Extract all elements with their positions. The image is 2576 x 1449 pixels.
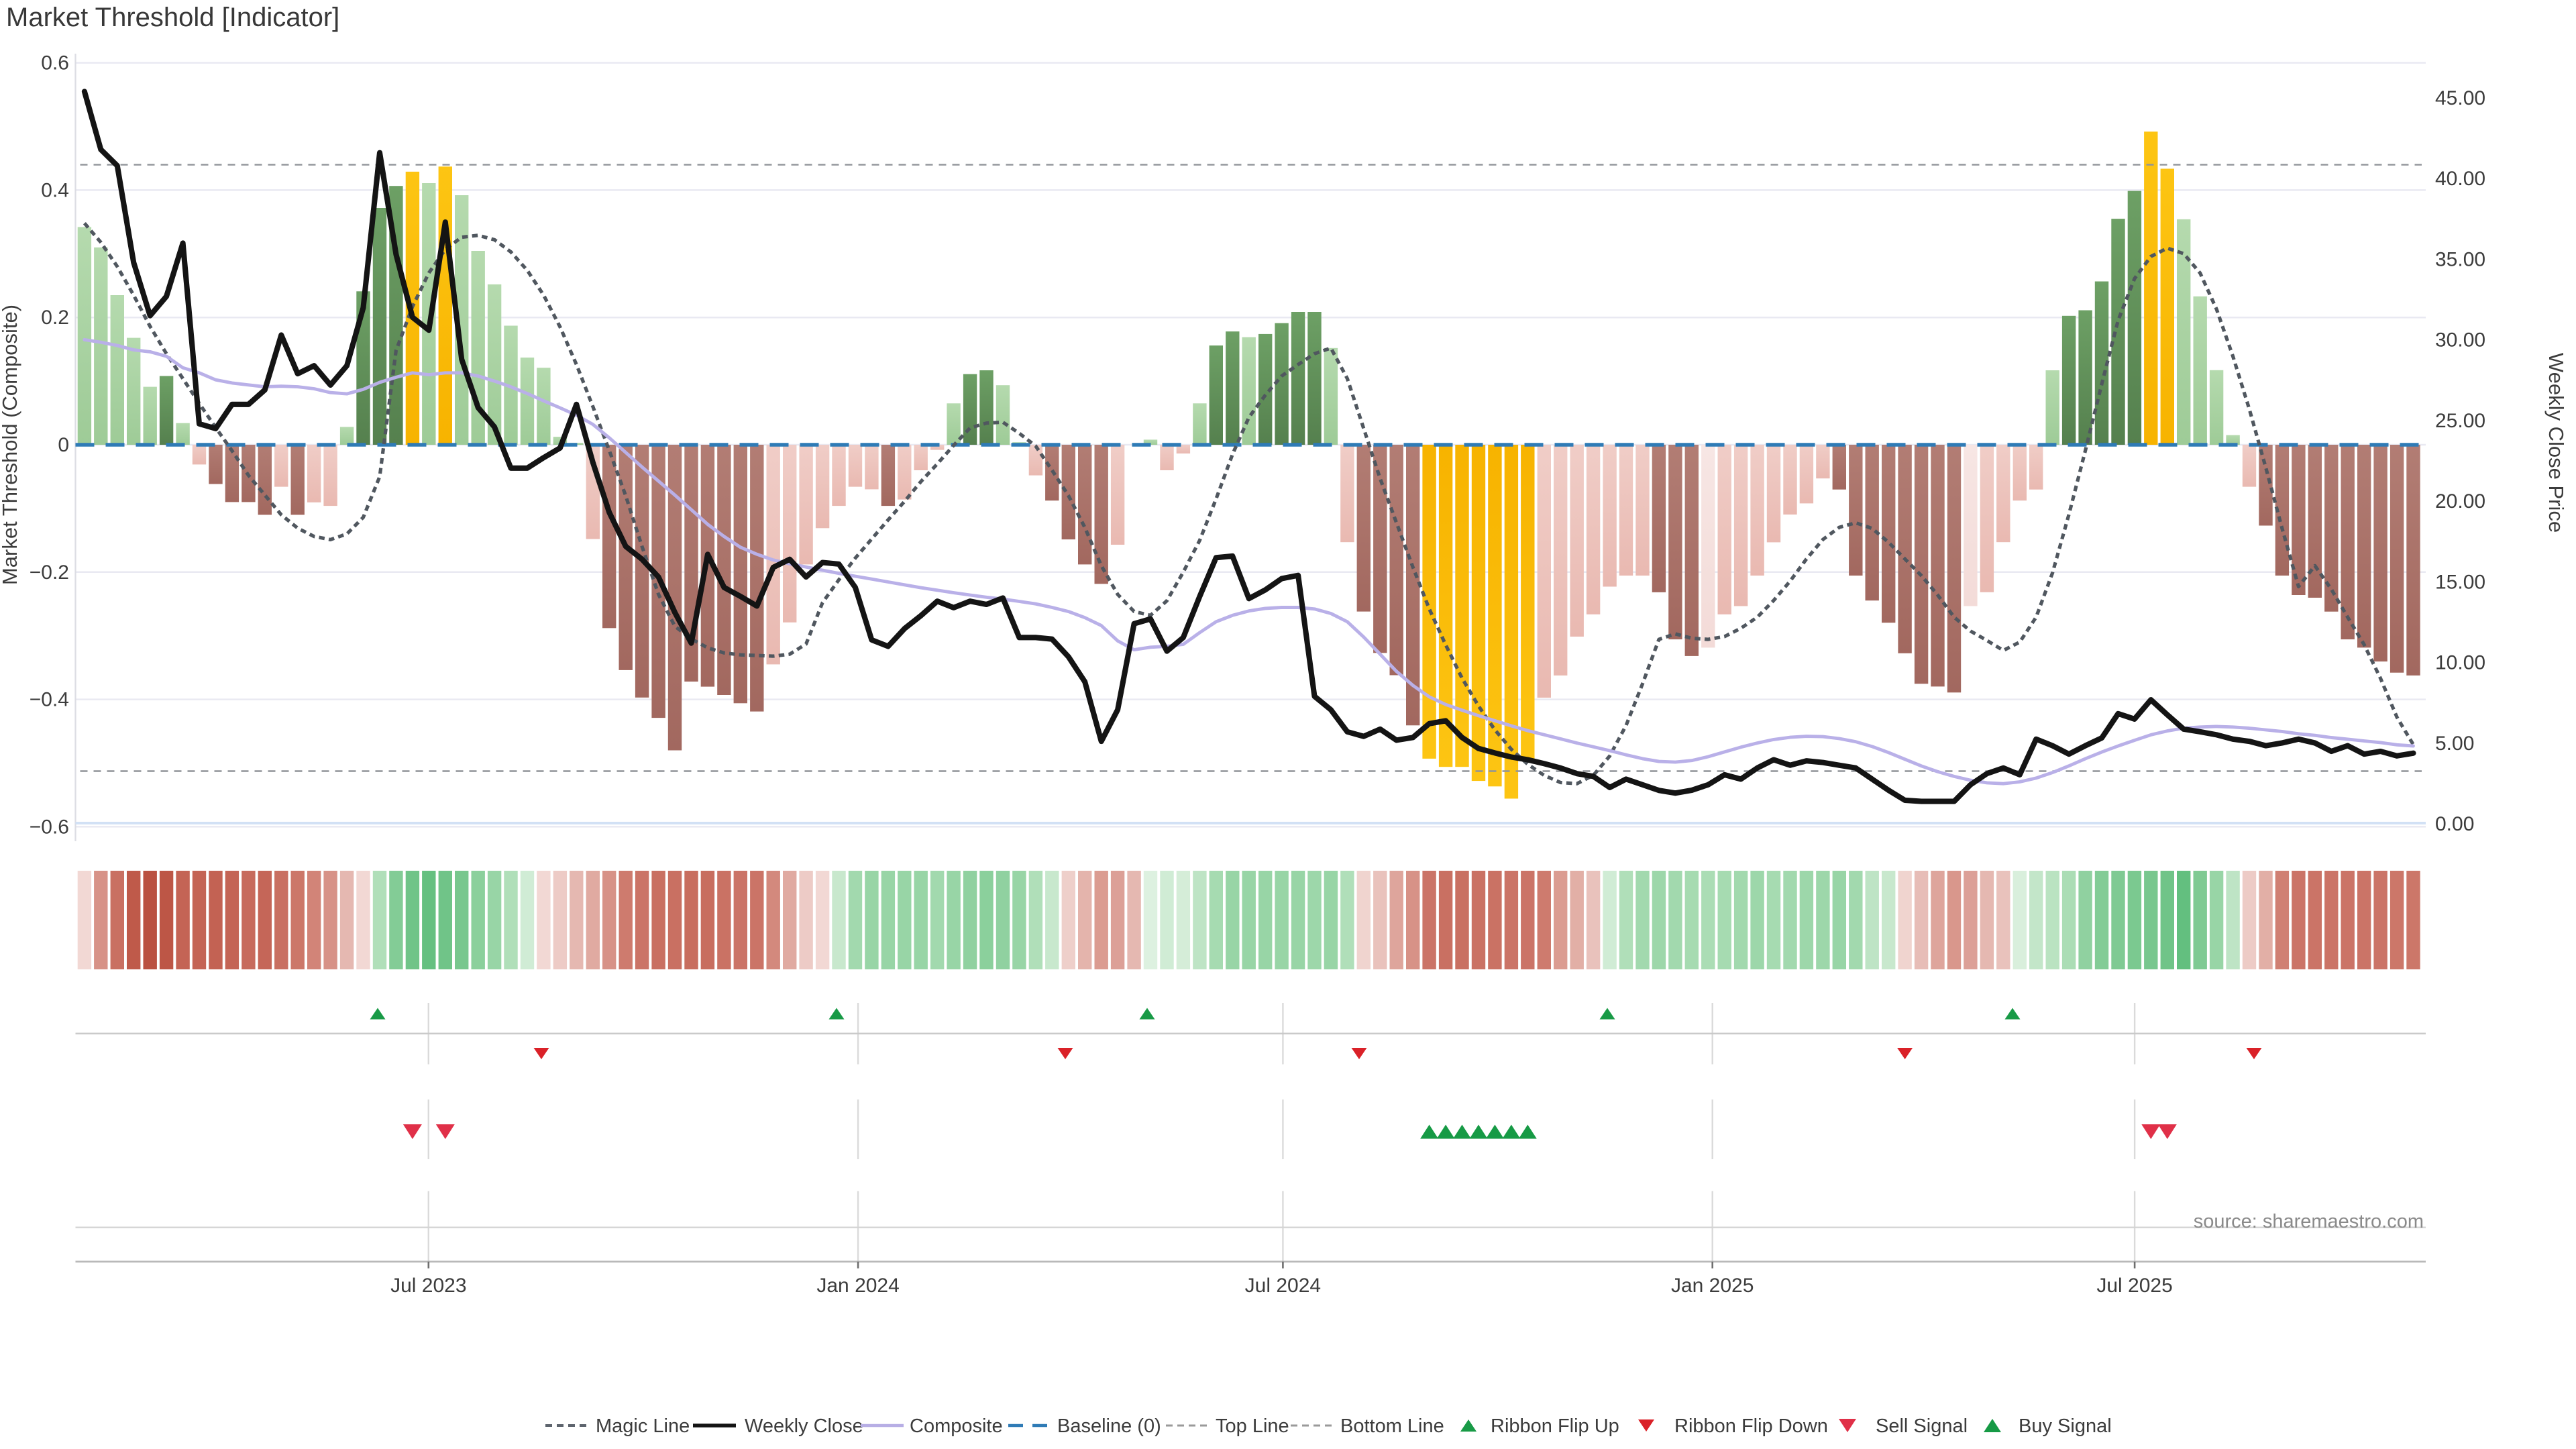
svg-text:Jan 2025: Jan 2025 <box>1671 1275 1754 1297</box>
svg-text:0.00: 0.00 <box>2435 813 2474 835</box>
svg-text:Weekly Close Price: Weekly Close Price <box>2544 353 2568 533</box>
svg-text:Magic Line: Magic Line <box>596 1415 690 1437</box>
svg-text:0.6: 0.6 <box>41 52 69 74</box>
svg-text:5.00: 5.00 <box>2435 733 2474 755</box>
svg-text:15.00: 15.00 <box>2435 571 2485 593</box>
svg-text:Jul 2023: Jul 2023 <box>390 1275 466 1297</box>
svg-text:0: 0 <box>58 434 69 456</box>
svg-text:0.2: 0.2 <box>41 307 69 329</box>
svg-text:−0.4: −0.4 <box>30 689 69 711</box>
svg-text:45.00: 45.00 <box>2435 87 2485 109</box>
svg-text:25.00: 25.00 <box>2435 410 2485 432</box>
svg-text:Weekly Close: Weekly Close <box>745 1415 863 1437</box>
svg-text:20.00: 20.00 <box>2435 490 2485 513</box>
svg-text:−0.6: −0.6 <box>30 816 69 838</box>
svg-text:Jul 2025: Jul 2025 <box>2096 1275 2172 1297</box>
svg-text:Market Threshold [Indicator]: Market Threshold [Indicator] <box>6 3 339 32</box>
svg-text:Jan 2024: Jan 2024 <box>816 1275 899 1297</box>
svg-text:Ribbon Flip Up: Ribbon Flip Up <box>1491 1415 1619 1437</box>
svg-text:−0.2: −0.2 <box>30 561 69 584</box>
svg-text:35.00: 35.00 <box>2435 248 2485 270</box>
svg-text:40.00: 40.00 <box>2435 168 2485 190</box>
svg-text:Baseline (0): Baseline (0) <box>1057 1415 1161 1437</box>
svg-text:0.4: 0.4 <box>41 179 69 201</box>
svg-text:30.00: 30.00 <box>2435 329 2485 352</box>
svg-text:source: sharemaestro.com: source: sharemaestro.com <box>2194 1211 2424 1232</box>
svg-text:Top Line: Top Line <box>1216 1415 1289 1437</box>
svg-text:Bottom Line: Bottom Line <box>1340 1415 1444 1437</box>
svg-text:Sell Signal: Sell Signal <box>1876 1415 1968 1437</box>
svg-text:Ribbon Flip Down: Ribbon Flip Down <box>1674 1415 1828 1437</box>
svg-text:Buy Signal: Buy Signal <box>2019 1415 2112 1437</box>
svg-text:10.00: 10.00 <box>2435 652 2485 674</box>
svg-text:Market Threshold (Composite): Market Threshold (Composite) <box>0 305 21 585</box>
svg-text:Composite: Composite <box>910 1415 1003 1437</box>
svg-text:Jul 2024: Jul 2024 <box>1245 1275 1321 1297</box>
